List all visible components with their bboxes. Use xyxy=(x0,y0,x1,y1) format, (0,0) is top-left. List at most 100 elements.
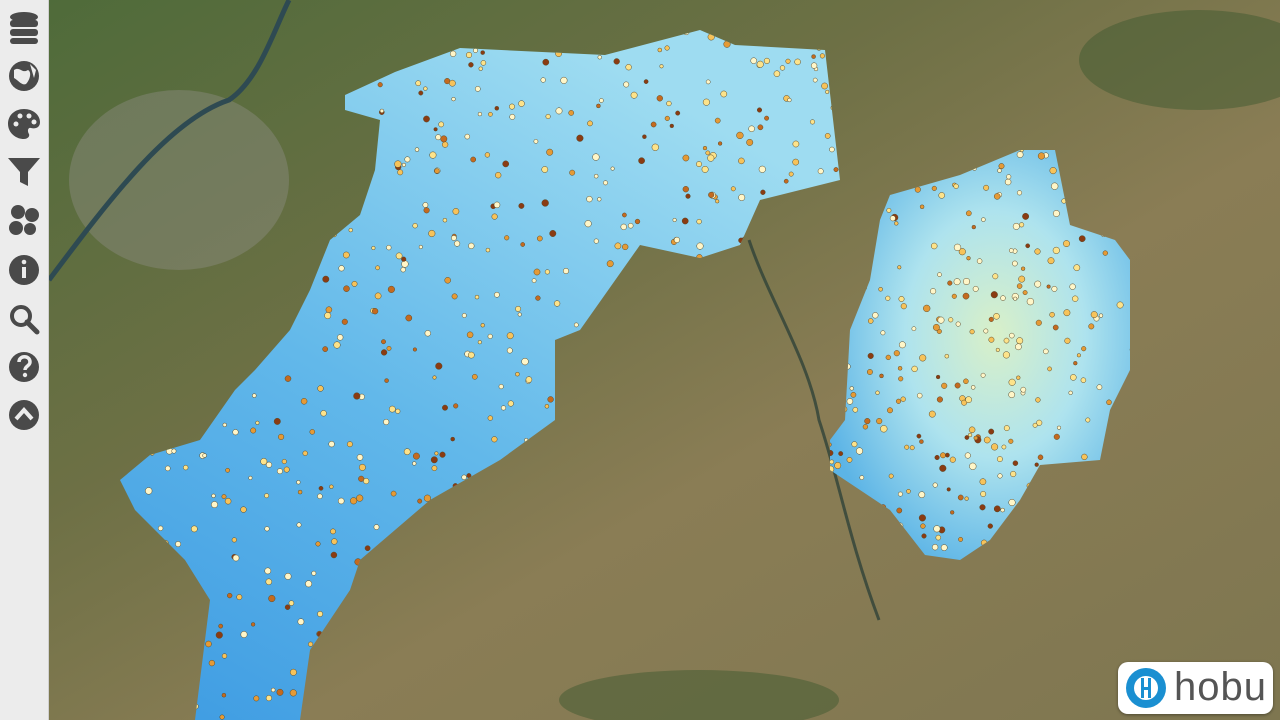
point-marker xyxy=(880,425,888,433)
point-marker xyxy=(1011,260,1018,267)
filter-button[interactable] xyxy=(8,158,40,186)
point-marker xyxy=(250,427,257,434)
point-marker xyxy=(997,473,1003,479)
point-marker xyxy=(736,131,744,140)
point-marker xyxy=(375,265,380,271)
point-marker xyxy=(435,134,442,141)
point-marker xyxy=(464,133,471,140)
point-marker xyxy=(183,464,189,471)
point-marker xyxy=(1106,399,1112,406)
point-marker xyxy=(1020,386,1027,393)
point-marker xyxy=(1049,167,1057,175)
point-marker xyxy=(885,295,891,301)
point-marker xyxy=(1018,275,1026,283)
point-marker xyxy=(918,491,926,499)
point-marker xyxy=(987,523,993,529)
layers-button[interactable] xyxy=(10,12,38,44)
help-button[interactable] xyxy=(9,352,39,382)
point-marker xyxy=(603,180,608,186)
point-marker xyxy=(701,165,709,173)
point-marker xyxy=(993,505,1001,513)
point-marker xyxy=(480,323,485,328)
classify-button[interactable] xyxy=(9,205,39,235)
point-marker xyxy=(664,45,670,51)
point-marker xyxy=(309,429,316,435)
point-marker xyxy=(387,285,395,293)
point-marker xyxy=(341,318,348,325)
point-marker xyxy=(485,247,491,253)
point-marker xyxy=(681,217,689,225)
point-marker xyxy=(329,484,334,489)
logo-text: hobu xyxy=(1174,665,1267,709)
point-marker xyxy=(395,252,403,260)
point-marker xyxy=(221,692,227,698)
point-marker xyxy=(965,396,972,404)
point-marker xyxy=(414,147,420,152)
search-button[interactable] xyxy=(10,305,40,335)
style-button[interactable] xyxy=(8,109,40,139)
point-marker xyxy=(412,347,417,352)
point-marker xyxy=(1004,178,1012,186)
point-marker xyxy=(474,294,480,300)
point-marker xyxy=(866,369,873,375)
point-marker xyxy=(315,541,321,547)
point-marker xyxy=(919,204,925,210)
map-view[interactable] xyxy=(49,0,1280,720)
point-marker xyxy=(568,110,575,116)
point-marker xyxy=(236,594,243,601)
point-marker xyxy=(821,82,828,90)
point-marker xyxy=(518,202,525,209)
point-marker xyxy=(976,258,983,264)
point-marker xyxy=(270,687,276,693)
urban-area xyxy=(69,90,289,270)
point-marker xyxy=(1006,174,1012,180)
point-marker xyxy=(993,193,1001,200)
point-marker xyxy=(1052,246,1060,254)
point-marker xyxy=(1008,498,1016,507)
point-marker xyxy=(418,244,423,250)
point-marker xyxy=(961,399,968,406)
point-marker xyxy=(756,107,763,113)
globe-button[interactable] xyxy=(9,61,39,91)
point-marker xyxy=(893,350,900,357)
point-marker xyxy=(202,453,207,458)
point-marker xyxy=(190,525,198,533)
point-marker xyxy=(428,229,436,238)
point-marker xyxy=(547,396,554,403)
point-marker xyxy=(1052,210,1060,217)
point-cloud-tile[interactable] xyxy=(120,30,840,720)
hobu-logo[interactable]: hobu xyxy=(1118,662,1273,714)
point-marker xyxy=(979,504,986,511)
point-marker xyxy=(1016,190,1023,196)
point-marker xyxy=(412,452,420,460)
point-marker xyxy=(569,169,576,176)
point-marker xyxy=(500,405,507,411)
point-marker xyxy=(363,478,370,485)
point-marker xyxy=(996,456,1003,463)
point-marker xyxy=(412,223,418,229)
point-marker xyxy=(493,201,501,209)
point-marker xyxy=(268,594,276,603)
point-marker xyxy=(424,330,431,337)
point-marker xyxy=(300,398,308,405)
point-marker xyxy=(935,374,941,380)
point-marker xyxy=(284,604,291,610)
point-marker xyxy=(1034,462,1039,467)
point-marker xyxy=(442,217,448,223)
point-marker xyxy=(625,64,632,71)
point-marker xyxy=(1098,313,1104,318)
point-marker xyxy=(331,538,338,545)
point-marker xyxy=(553,300,561,307)
point-marker xyxy=(401,162,406,167)
point-marker xyxy=(988,428,995,435)
collapse-button[interactable] xyxy=(9,400,39,430)
point-marker xyxy=(1008,438,1014,444)
point-marker xyxy=(730,186,736,192)
point-marker xyxy=(356,494,364,502)
point-marker xyxy=(338,265,345,272)
point-marker xyxy=(1063,240,1070,248)
point-marker xyxy=(991,443,999,451)
point-marker xyxy=(395,408,401,414)
info-button[interactable] xyxy=(9,255,39,285)
